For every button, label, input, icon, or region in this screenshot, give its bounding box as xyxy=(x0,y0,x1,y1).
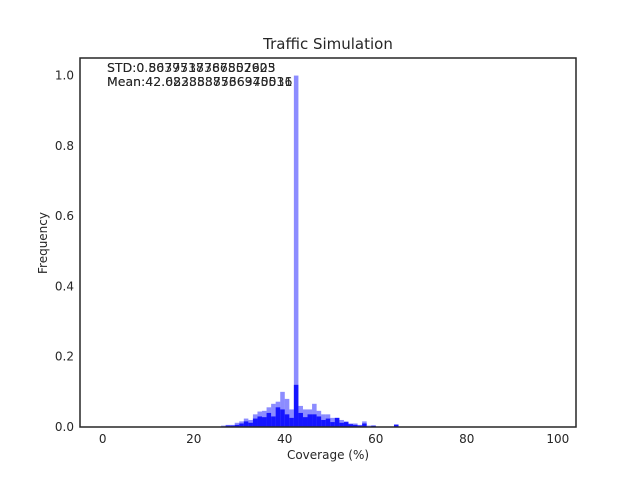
y-tick-label-4: 0.8 xyxy=(55,139,74,153)
histogram-bar-s1-4 xyxy=(243,421,249,427)
histogram-bar-s1-25 xyxy=(339,422,344,427)
histogram-bar-s1-17 xyxy=(302,417,308,427)
x-axis-ticks: 0 20 40 60 80 100 xyxy=(99,432,569,446)
histogram-bar-s1-18 xyxy=(307,414,313,427)
histogram-bar-s1-27 xyxy=(348,424,354,427)
histogram-bar-s1-21 xyxy=(321,419,326,427)
histogram-bar-s1-22 xyxy=(325,418,331,427)
histogram-bar-s1-8 xyxy=(262,417,267,427)
histogram-bar-s1-19 xyxy=(312,414,317,427)
histogram-bar-s1-10 xyxy=(271,416,276,427)
x-tick-label-4: 80 xyxy=(459,432,474,446)
y-tick-label-2: 0.4 xyxy=(55,279,74,293)
histogram-bar-s0-14 xyxy=(284,398,290,427)
x-tick-label-2: 40 xyxy=(277,432,292,446)
std-annotation-2: STD:0.8037518786802925 xyxy=(107,60,276,75)
y-tick-label-5: 1.0 xyxy=(55,69,74,83)
histogram-bar-s1-9 xyxy=(266,412,272,427)
histogram-bar-s1-6 xyxy=(252,418,258,427)
mean-annotation-2: Mean:42.0233587536375031 xyxy=(107,74,292,89)
histogram-bar-s1-26 xyxy=(343,422,349,427)
y-axis-ticks: 0.0 0.2 0.4 0.6 0.8 1.0 xyxy=(55,69,74,434)
histogram-bar-s1-13 xyxy=(284,414,290,427)
y-axis-label: Frequency xyxy=(36,212,50,274)
x-tick-label-0: 0 xyxy=(99,432,107,446)
histogram-bar-s1-24 xyxy=(334,417,340,427)
histogram-bar-s1-16 xyxy=(298,412,303,427)
plot-frame xyxy=(79,57,577,428)
histogram-bar-s1-14 xyxy=(289,417,294,427)
x-tick-label-5: 100 xyxy=(546,432,569,446)
histogram-bar-s0-11 xyxy=(271,403,276,427)
histogram-bar-s1-32 xyxy=(393,424,399,427)
y-tick-label-3: 0.6 xyxy=(55,209,74,223)
y-tick-label-1: 0.2 xyxy=(55,350,74,364)
y-tick-label-0: 0.0 xyxy=(55,420,74,434)
histogram-bar-s1-2 xyxy=(234,424,240,427)
histogram-bar-s1-11 xyxy=(275,407,281,427)
mean-annotation-1: Mean:42.6828838766940516 xyxy=(107,74,292,89)
chart-title: Traffic Simulation xyxy=(262,35,393,53)
x-tick-label-3: 60 xyxy=(368,432,383,446)
histogram-bar-s1-5 xyxy=(248,422,253,427)
histogram-bar-s1-7 xyxy=(257,416,263,427)
histogram-bar-s1-30 xyxy=(362,423,367,427)
x-axis-label: Coverage (%) xyxy=(287,448,369,462)
histogram-bar-s1-12 xyxy=(280,409,285,427)
histogram-bar-s1-3 xyxy=(239,423,244,427)
histogram-bar-s1-15 xyxy=(293,384,299,427)
histogram-bar-s1-28 xyxy=(353,424,358,427)
std-annotation-1: STD:0.5679737367557603 xyxy=(107,60,276,75)
histogram-bar-s1-23 xyxy=(330,422,335,427)
histogram-bar-s0-16 xyxy=(293,75,299,428)
histogram-bar-s1-20 xyxy=(316,416,322,427)
stats-annotation: STD:0.5679737367557603 STD:0.80375187868… xyxy=(107,60,292,89)
x-tick-label-1: 20 xyxy=(186,432,201,446)
